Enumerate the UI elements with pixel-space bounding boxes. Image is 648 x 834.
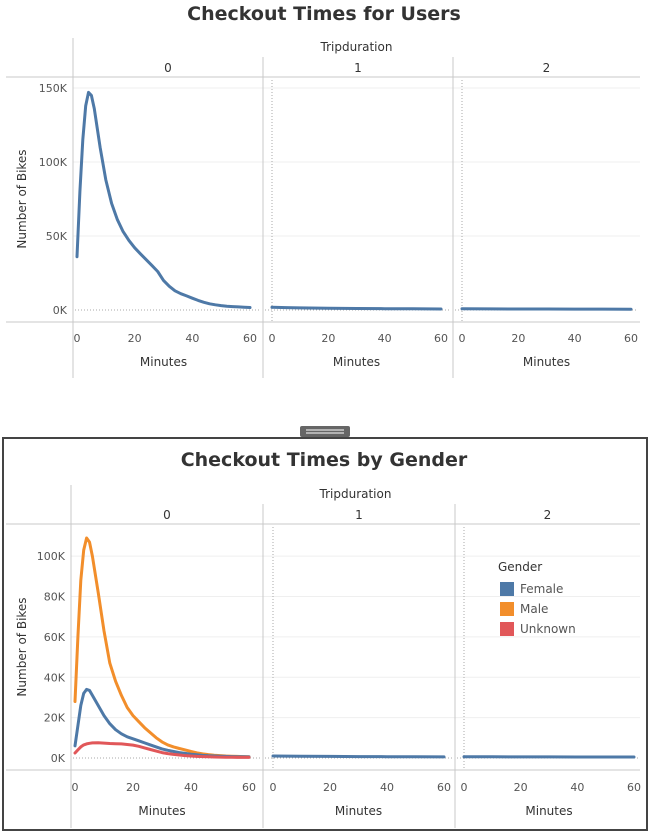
y-tick-label: 20K [44, 712, 66, 725]
y-tick-label: 100K [37, 550, 66, 563]
x-tick-label: 0 [270, 781, 277, 794]
x-tick-label: 60 [627, 781, 641, 794]
legend-swatch-unknown [500, 622, 514, 636]
x-tick-label: 20 [511, 332, 525, 345]
x-tick-label: 40 [378, 332, 392, 345]
x-axis-title: Minutes [335, 804, 382, 818]
x-tick-label: 40 [184, 781, 198, 794]
panel-label: 0 [164, 61, 172, 75]
x-axis-title: Minutes [525, 804, 572, 818]
x-tick-label: 60 [242, 781, 256, 794]
chart-title: Checkout Times for Users [187, 3, 461, 25]
y-tick-label: 100K [39, 156, 68, 169]
column-header: Tripduration [319, 487, 392, 501]
series-line-unknown-panel-0 [73, 741, 251, 759]
y-axis-title: Number of Bikes [15, 149, 29, 248]
y-tick-label: 0K [53, 304, 68, 317]
y-tick-label: 0K [51, 752, 66, 765]
legend-title: Gender [498, 560, 542, 574]
legend-label-female: Female [520, 582, 563, 596]
y-tick-label: 150K [39, 82, 68, 95]
selected-sheet-border [2, 437, 648, 831]
sheet-drag-handle[interactable] [300, 426, 350, 437]
y-tick-label: 50K [46, 230, 68, 243]
legend-swatch-male [500, 602, 514, 616]
panel-label: 2 [543, 61, 551, 75]
x-tick-label: 0 [461, 781, 468, 794]
x-tick-label: 40 [568, 332, 582, 345]
series-line-female-panel-1 [271, 754, 446, 759]
series-line-panel-0 [75, 90, 252, 309]
x-tick-label: 60 [243, 332, 257, 345]
x-tick-label: 0 [269, 332, 276, 345]
x-tick-label: 0 [72, 781, 79, 794]
y-tick-label: 80K [44, 591, 66, 604]
x-tick-label: 20 [126, 781, 140, 794]
chart-title: Checkout Times by Gender [181, 449, 468, 471]
x-axis-title: Minutes [140, 355, 187, 369]
x-axis-title: Minutes [523, 355, 570, 369]
series-line-panel-1 [270, 305, 443, 311]
x-tick-label: 40 [570, 781, 584, 794]
x-axis-title: Minutes [138, 804, 185, 818]
x-tick-label: 0 [459, 332, 466, 345]
x-tick-label: 0 [74, 332, 81, 345]
panel-label: 1 [354, 61, 362, 75]
x-tick-label: 20 [323, 781, 337, 794]
column-header: Tripduration [320, 40, 393, 54]
y-tick-label: 40K [44, 671, 66, 684]
y-axis-title: Number of Bikes [15, 597, 29, 696]
panel-label: 1 [355, 508, 363, 522]
x-tick-label: 40 [380, 781, 394, 794]
series-line-male-panel-0 [73, 536, 251, 759]
x-axis-title: Minutes [333, 355, 380, 369]
legend-swatch-female [500, 582, 514, 596]
x-tick-label: 20 [321, 332, 335, 345]
panel-label: 2 [544, 508, 552, 522]
y-tick-label: 60K [44, 631, 66, 644]
panel-label: 0 [163, 508, 171, 522]
x-tick-label: 40 [185, 332, 199, 345]
x-tick-label: 20 [514, 781, 528, 794]
legend-label-male: Male [520, 602, 548, 616]
legend-label-unknown: Unknown [520, 622, 576, 636]
x-tick-label: 60 [434, 332, 448, 345]
x-tick-label: 60 [624, 332, 638, 345]
series-line-female-panel-0 [73, 687, 251, 759]
x-tick-label: 60 [437, 781, 451, 794]
x-tick-label: 20 [128, 332, 142, 345]
